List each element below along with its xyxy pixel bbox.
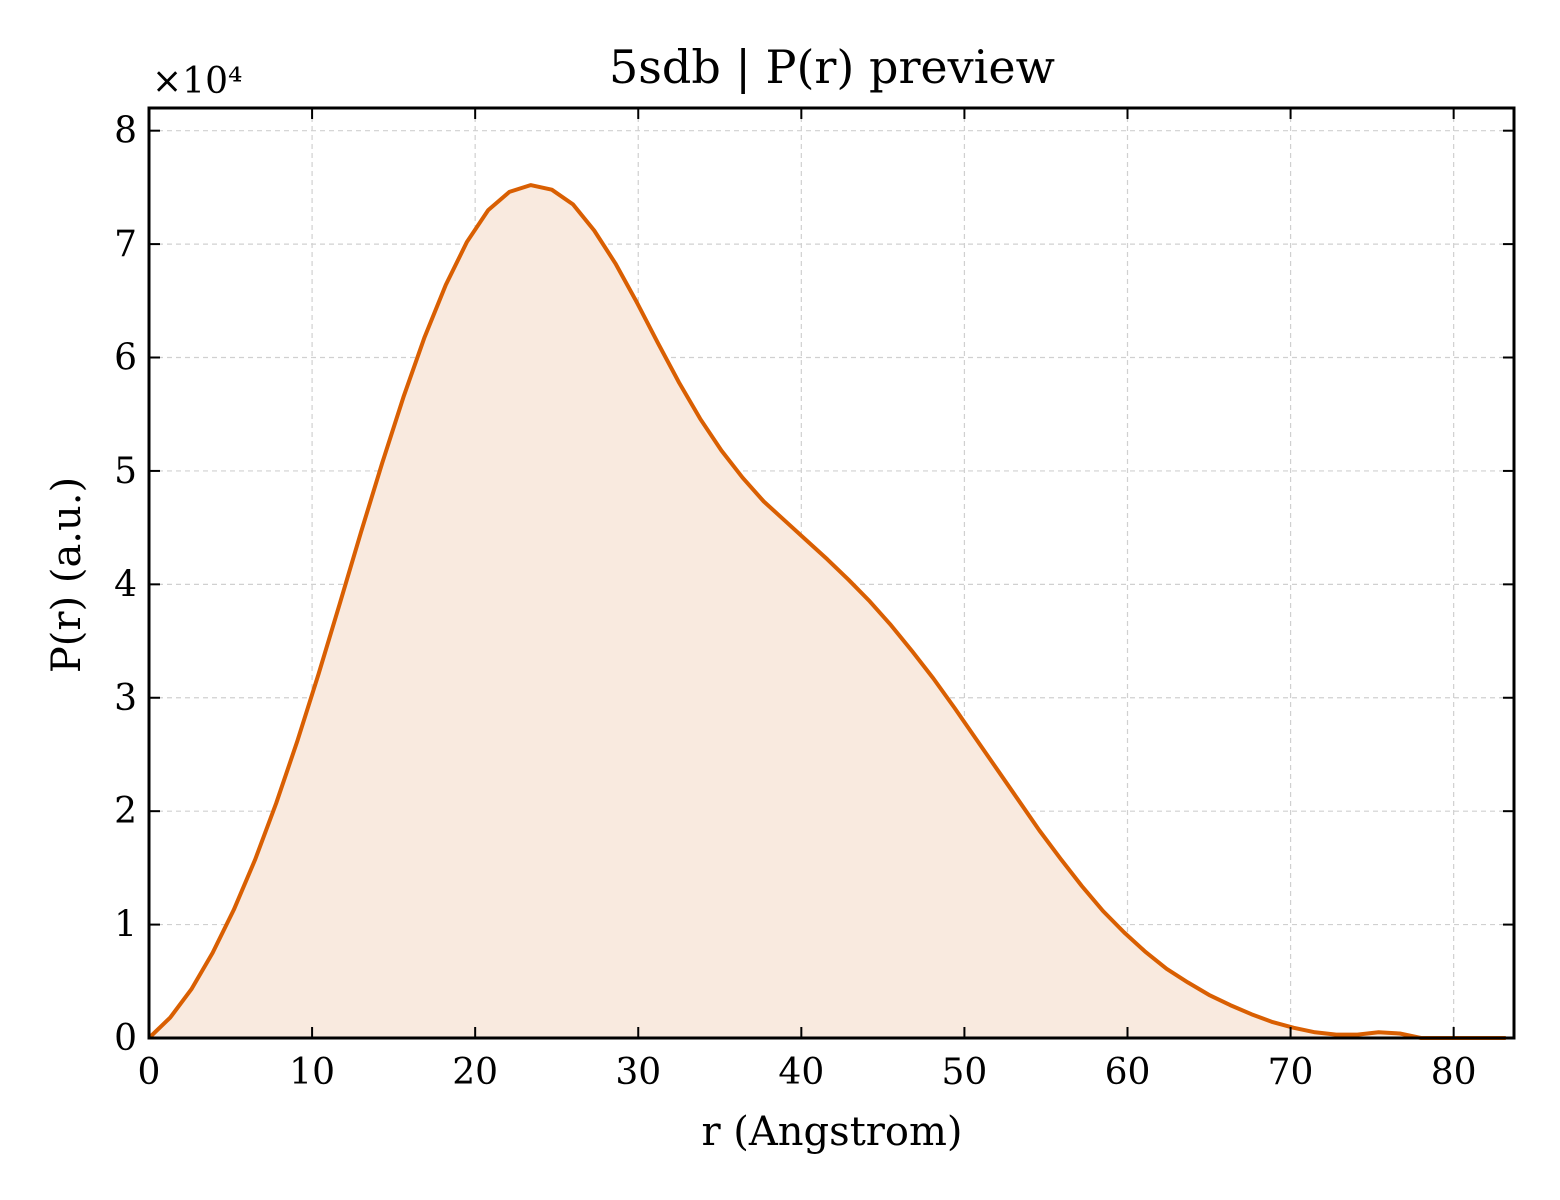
- x-axis-label: r (Angstrom): [701, 1109, 962, 1155]
- x-tick-label: 0: [138, 1052, 161, 1093]
- x-tick-label: 80: [1431, 1052, 1477, 1093]
- y-tick-label: 2: [114, 791, 137, 832]
- y-tick-label: 0: [114, 1018, 137, 1059]
- y-tick-label: 3: [114, 678, 137, 719]
- x-tick-label: 10: [289, 1052, 335, 1093]
- y-axis-label: P(r) (a.u.): [44, 477, 90, 673]
- x-tick-label: 50: [942, 1052, 988, 1093]
- y-tick-label: 4: [114, 564, 137, 605]
- y-tick-label: 1: [114, 905, 137, 946]
- x-tick-label: 20: [452, 1052, 498, 1093]
- series-line: [147, 183, 1506, 1040]
- x-tick-label: 30: [615, 1052, 661, 1093]
- area-fill: [149, 185, 1506, 1039]
- y-tick-label: 7: [114, 224, 137, 265]
- chart-title: 5sdb | P(r) preview: [609, 40, 1055, 94]
- y-tick-label: 5: [114, 451, 137, 492]
- x-tick-label: 70: [1268, 1052, 1314, 1093]
- x-tick-label: 40: [778, 1052, 824, 1093]
- y-tick-label: 8: [114, 111, 137, 152]
- ticks: 0 10 20 30 40 50 60 70 80 0 1 2 3 4 5 6 7 8: [114, 108, 1514, 1093]
- y-tick-label: 6: [114, 338, 137, 379]
- y-axis-multiplier: ×10⁴: [152, 61, 242, 102]
- plot-frame: [147, 106, 1516, 1040]
- x-tick-label: 60: [1105, 1052, 1151, 1093]
